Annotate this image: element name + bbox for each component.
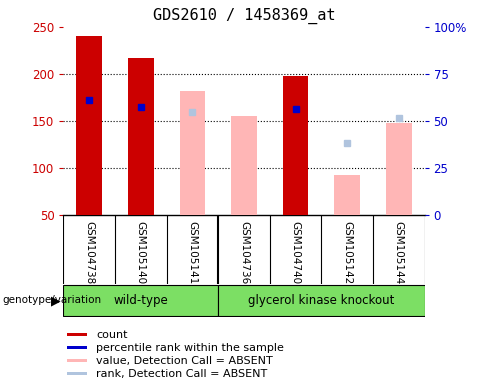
Bar <box>67 359 87 362</box>
Bar <box>386 123 412 215</box>
Bar <box>231 116 257 215</box>
Text: GSM105144: GSM105144 <box>394 220 404 284</box>
Text: GSM105142: GSM105142 <box>342 220 352 284</box>
Text: GSM104740: GSM104740 <box>290 220 301 284</box>
Bar <box>76 36 102 215</box>
Bar <box>63 285 218 316</box>
Text: genotype/variation: genotype/variation <box>2 295 102 306</box>
Bar <box>128 58 154 215</box>
Text: rank, Detection Call = ABSENT: rank, Detection Call = ABSENT <box>96 369 267 379</box>
Bar <box>334 175 360 215</box>
Bar <box>218 285 425 316</box>
Text: GSM105140: GSM105140 <box>136 220 146 284</box>
Text: ▶: ▶ <box>51 294 61 307</box>
Bar <box>67 346 87 349</box>
Text: value, Detection Call = ABSENT: value, Detection Call = ABSENT <box>96 356 273 366</box>
Bar <box>180 91 205 215</box>
Text: GSM104736: GSM104736 <box>239 220 249 284</box>
Bar <box>283 76 308 215</box>
Text: count: count <box>96 330 127 340</box>
Text: glycerol kinase knockout: glycerol kinase knockout <box>248 294 395 307</box>
Title: GDS2610 / 1458369_at: GDS2610 / 1458369_at <box>153 8 335 24</box>
Text: GSM104738: GSM104738 <box>84 220 94 284</box>
Text: wild-type: wild-type <box>113 294 168 307</box>
Text: percentile rank within the sample: percentile rank within the sample <box>96 343 284 353</box>
Bar <box>67 333 87 336</box>
Text: GSM105141: GSM105141 <box>187 220 198 284</box>
Bar <box>67 372 87 375</box>
